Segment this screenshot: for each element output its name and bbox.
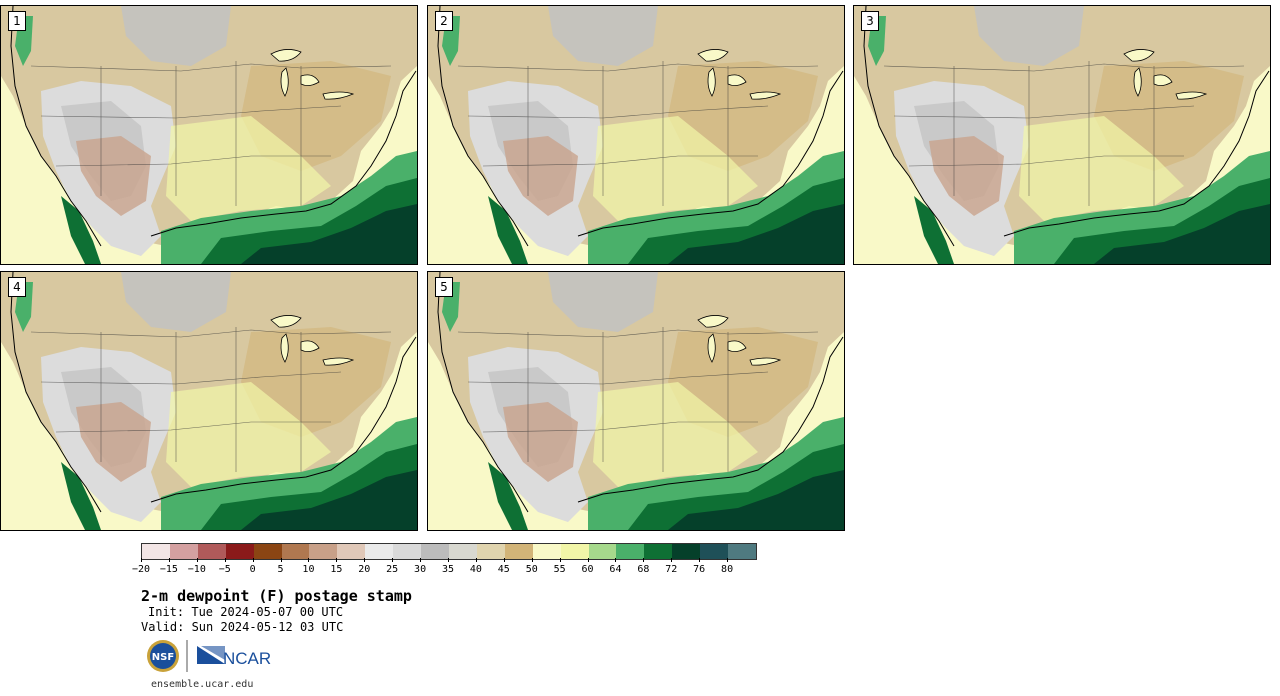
colorbar-segment	[532, 544, 561, 559]
colorbar-segment	[197, 544, 226, 559]
colorbar-tick-label: 0	[249, 564, 256, 575]
map-panel-4: 4	[0, 271, 418, 531]
nsf-logo-text: NSF	[152, 652, 174, 663]
colorbar-segment	[448, 544, 477, 559]
colorbar-tick-label: 50	[525, 564, 538, 575]
colorbar-tick-label: 60	[581, 564, 594, 575]
colorbar-tick	[168, 558, 170, 562]
colorbar-tick-label: 64	[609, 564, 622, 575]
colorbar-tick-label: 15	[330, 564, 343, 575]
colorbar-tick	[503, 558, 505, 562]
colorbar-tick-label: 5	[277, 564, 284, 575]
colorbar-tick	[420, 558, 422, 562]
colorbar-tick	[727, 558, 729, 562]
plot-title: 2-m dewpoint (F) postage stamp	[141, 587, 412, 605]
colorbar-segment	[169, 544, 198, 559]
colorbar-segment	[142, 544, 170, 559]
colorbar-segment	[253, 544, 282, 559]
colorbar-segment	[309, 544, 338, 559]
colorbar-tick-label: 35	[441, 564, 455, 575]
colorbar-tick-label: −5	[218, 564, 231, 575]
colorbar-tick	[448, 558, 449, 562]
colorbar-segment	[700, 544, 729, 559]
map-panel-1: 1	[0, 5, 418, 265]
colorbar-ticks: −20 −15 −10 −5 0 5 10 15 20 25 30 35 40 45 50 55 60 64 68 7…	[132, 558, 757, 580]
colorbar-segment	[337, 544, 366, 559]
colorbar-segment	[421, 544, 449, 559]
colorbar-tick	[531, 558, 533, 562]
colorbar-segment	[728, 544, 756, 559]
dewpoint-map-5	[428, 272, 844, 530]
colorbar-tick	[141, 558, 142, 562]
colorbar-tick-label: −15	[159, 564, 178, 575]
colorbar-segment	[644, 544, 673, 559]
colorbar-tick-label: −20	[131, 564, 151, 575]
map-panel-3: 3	[853, 5, 1271, 265]
colorbar-tick	[364, 558, 366, 562]
dewpoint-map-2	[428, 6, 844, 264]
colorbar-segment	[281, 544, 310, 559]
colorbar-segment	[225, 544, 254, 559]
colorbar-segment	[365, 544, 394, 559]
colorbar-tick	[224, 558, 226, 562]
colorbar-tick	[252, 558, 254, 562]
colorbar-tick-label: −10	[187, 564, 206, 575]
panel-number-3: 3	[861, 11, 879, 31]
colorbar-tick-label: 68	[637, 564, 650, 575]
dewpoint-map-4	[1, 272, 417, 530]
init-time: Init: Tue 2024-05-07 00 UTC	[148, 605, 344, 619]
colorbar-segment	[393, 544, 422, 559]
colorbar-segment	[560, 544, 589, 559]
colorbar-tick	[336, 558, 338, 562]
colorbar-tick	[392, 558, 394, 562]
colorbar-tick-label: 10	[302, 564, 315, 575]
colorbar-tick	[671, 558, 673, 562]
colorbar-tick	[587, 558, 589, 562]
ncar-logo: NCAR	[197, 646, 271, 668]
panel-number-1: 1	[8, 11, 26, 31]
site-url: ensemble.ucar.edu	[151, 679, 254, 690]
colorbar-tick-label: 20	[358, 564, 371, 575]
dewpoint-map-1	[1, 6, 417, 264]
panel-number-2: 2	[435, 11, 453, 31]
colorbar-tick	[643, 558, 645, 562]
colorbar-tick-label: 72	[665, 564, 678, 575]
colorbar	[141, 543, 757, 560]
logos: NSF NCAR	[147, 640, 271, 672]
colorbar-tick	[280, 558, 282, 562]
colorbar-tick	[559, 558, 561, 562]
valid-time: Valid: Sun 2024-05-12 03 UTC	[141, 620, 344, 634]
colorbar-tick-label: 40	[469, 564, 482, 575]
colorbar-tick	[196, 558, 198, 562]
panel-number-4: 4	[8, 277, 26, 297]
ncar-logo-text: NCAR	[223, 649, 271, 668]
colorbar-tick-label: 80	[721, 564, 734, 575]
colorbar-tick-label: 30	[414, 564, 427, 575]
colorbar-tick-label: 45	[497, 564, 510, 575]
colorbar-tick	[615, 558, 617, 562]
nsf-logo: NSF	[147, 640, 179, 672]
colorbar-segment	[672, 544, 701, 559]
panel-number-5: 5	[435, 277, 453, 297]
colorbar-segment	[504, 544, 533, 559]
colorbar-tick	[699, 558, 701, 562]
colorbar-tick-label: 76	[693, 564, 706, 575]
map-panel-2: 2	[427, 5, 845, 265]
colorbar-segment	[616, 544, 645, 559]
colorbar-tick-label: 25	[386, 564, 399, 575]
colorbar-tick	[308, 558, 310, 562]
colorbar-tick	[475, 558, 477, 562]
map-panel-5: 5	[427, 271, 845, 531]
colorbar-segment	[476, 544, 505, 559]
dewpoint-map-3	[854, 6, 1270, 264]
colorbar-tick-label: 55	[553, 564, 566, 575]
colorbar-segment	[588, 544, 617, 559]
